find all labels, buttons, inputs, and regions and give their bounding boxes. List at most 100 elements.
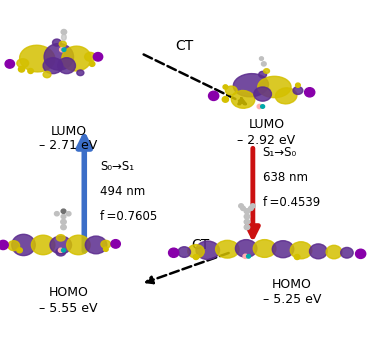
Text: S₀→S₁: S₀→S₁ xyxy=(100,160,134,173)
Text: – 5.25 eV: – 5.25 eV xyxy=(263,294,321,306)
Circle shape xyxy=(257,104,262,109)
Circle shape xyxy=(209,91,219,100)
Ellipse shape xyxy=(310,244,327,259)
Ellipse shape xyxy=(272,241,294,258)
Ellipse shape xyxy=(85,236,107,254)
Ellipse shape xyxy=(62,34,66,40)
Ellipse shape xyxy=(31,235,55,255)
Ellipse shape xyxy=(17,59,29,68)
Ellipse shape xyxy=(77,70,84,76)
Circle shape xyxy=(62,48,66,51)
Ellipse shape xyxy=(263,69,270,73)
Text: LUMO: LUMO xyxy=(249,118,285,131)
Circle shape xyxy=(239,204,243,208)
Circle shape xyxy=(244,209,250,214)
Circle shape xyxy=(193,255,199,260)
Ellipse shape xyxy=(85,52,96,61)
Text: 638 nm: 638 nm xyxy=(263,171,308,184)
Text: f =0.4539: f =0.4539 xyxy=(263,196,320,209)
Ellipse shape xyxy=(235,240,257,257)
Text: CT: CT xyxy=(191,238,209,252)
Ellipse shape xyxy=(58,58,75,74)
Circle shape xyxy=(58,248,63,252)
Text: LUMO: LUMO xyxy=(51,125,87,138)
Circle shape xyxy=(61,219,66,224)
Ellipse shape xyxy=(341,247,353,258)
Ellipse shape xyxy=(326,245,342,259)
Circle shape xyxy=(0,240,8,250)
Ellipse shape xyxy=(231,91,255,108)
Text: HOMO: HOMO xyxy=(49,286,89,299)
Circle shape xyxy=(60,48,64,52)
Circle shape xyxy=(66,212,71,216)
Ellipse shape xyxy=(59,41,66,47)
Ellipse shape xyxy=(290,242,312,259)
Circle shape xyxy=(356,249,366,258)
Circle shape xyxy=(5,60,15,68)
Text: – 2.92 eV: – 2.92 eV xyxy=(238,134,296,147)
Circle shape xyxy=(244,225,250,230)
Circle shape xyxy=(294,255,300,260)
Ellipse shape xyxy=(12,234,35,256)
Ellipse shape xyxy=(20,45,55,72)
Circle shape xyxy=(250,204,255,208)
Text: S₁→S₀: S₁→S₀ xyxy=(263,146,297,159)
Circle shape xyxy=(244,214,250,219)
Circle shape xyxy=(261,105,265,108)
Ellipse shape xyxy=(178,247,191,257)
Circle shape xyxy=(61,29,67,34)
Circle shape xyxy=(62,248,65,252)
Ellipse shape xyxy=(67,235,90,255)
Circle shape xyxy=(61,225,66,230)
Ellipse shape xyxy=(225,86,237,95)
Ellipse shape xyxy=(101,240,111,248)
Ellipse shape xyxy=(8,241,20,251)
Ellipse shape xyxy=(62,46,91,71)
Ellipse shape xyxy=(253,240,276,257)
Ellipse shape xyxy=(216,240,239,258)
Ellipse shape xyxy=(44,43,73,70)
Circle shape xyxy=(111,240,120,248)
Circle shape xyxy=(261,62,266,66)
Text: – 2.71 eV: – 2.71 eV xyxy=(40,139,98,152)
Circle shape xyxy=(243,254,248,258)
Ellipse shape xyxy=(293,87,303,94)
Circle shape xyxy=(61,209,66,213)
Ellipse shape xyxy=(43,58,63,74)
Ellipse shape xyxy=(196,241,220,260)
Circle shape xyxy=(54,212,59,216)
Circle shape xyxy=(169,248,179,257)
Circle shape xyxy=(222,97,229,102)
Circle shape xyxy=(305,88,315,97)
Ellipse shape xyxy=(43,71,51,78)
Circle shape xyxy=(260,57,263,60)
Ellipse shape xyxy=(233,73,269,97)
Ellipse shape xyxy=(258,76,291,98)
Ellipse shape xyxy=(188,245,204,258)
Circle shape xyxy=(103,247,108,251)
Circle shape xyxy=(89,61,95,66)
Text: CT: CT xyxy=(175,39,193,53)
Circle shape xyxy=(247,255,250,258)
Circle shape xyxy=(61,214,66,219)
Text: – 5.55 eV: – 5.55 eV xyxy=(39,302,98,315)
Ellipse shape xyxy=(56,235,65,241)
Text: f =0.7605: f =0.7605 xyxy=(100,210,157,223)
Circle shape xyxy=(17,248,22,253)
Ellipse shape xyxy=(50,236,71,254)
Circle shape xyxy=(28,69,33,73)
Ellipse shape xyxy=(259,71,267,78)
Circle shape xyxy=(296,83,300,87)
Circle shape xyxy=(241,206,245,211)
Circle shape xyxy=(93,53,103,61)
Circle shape xyxy=(249,206,253,211)
Ellipse shape xyxy=(276,88,297,104)
Ellipse shape xyxy=(53,39,61,46)
Circle shape xyxy=(18,66,25,72)
Ellipse shape xyxy=(56,248,65,256)
Text: HOMO: HOMO xyxy=(272,278,312,290)
Ellipse shape xyxy=(254,87,271,101)
Circle shape xyxy=(223,85,228,89)
Text: 494 nm: 494 nm xyxy=(100,185,145,198)
Circle shape xyxy=(244,219,250,224)
